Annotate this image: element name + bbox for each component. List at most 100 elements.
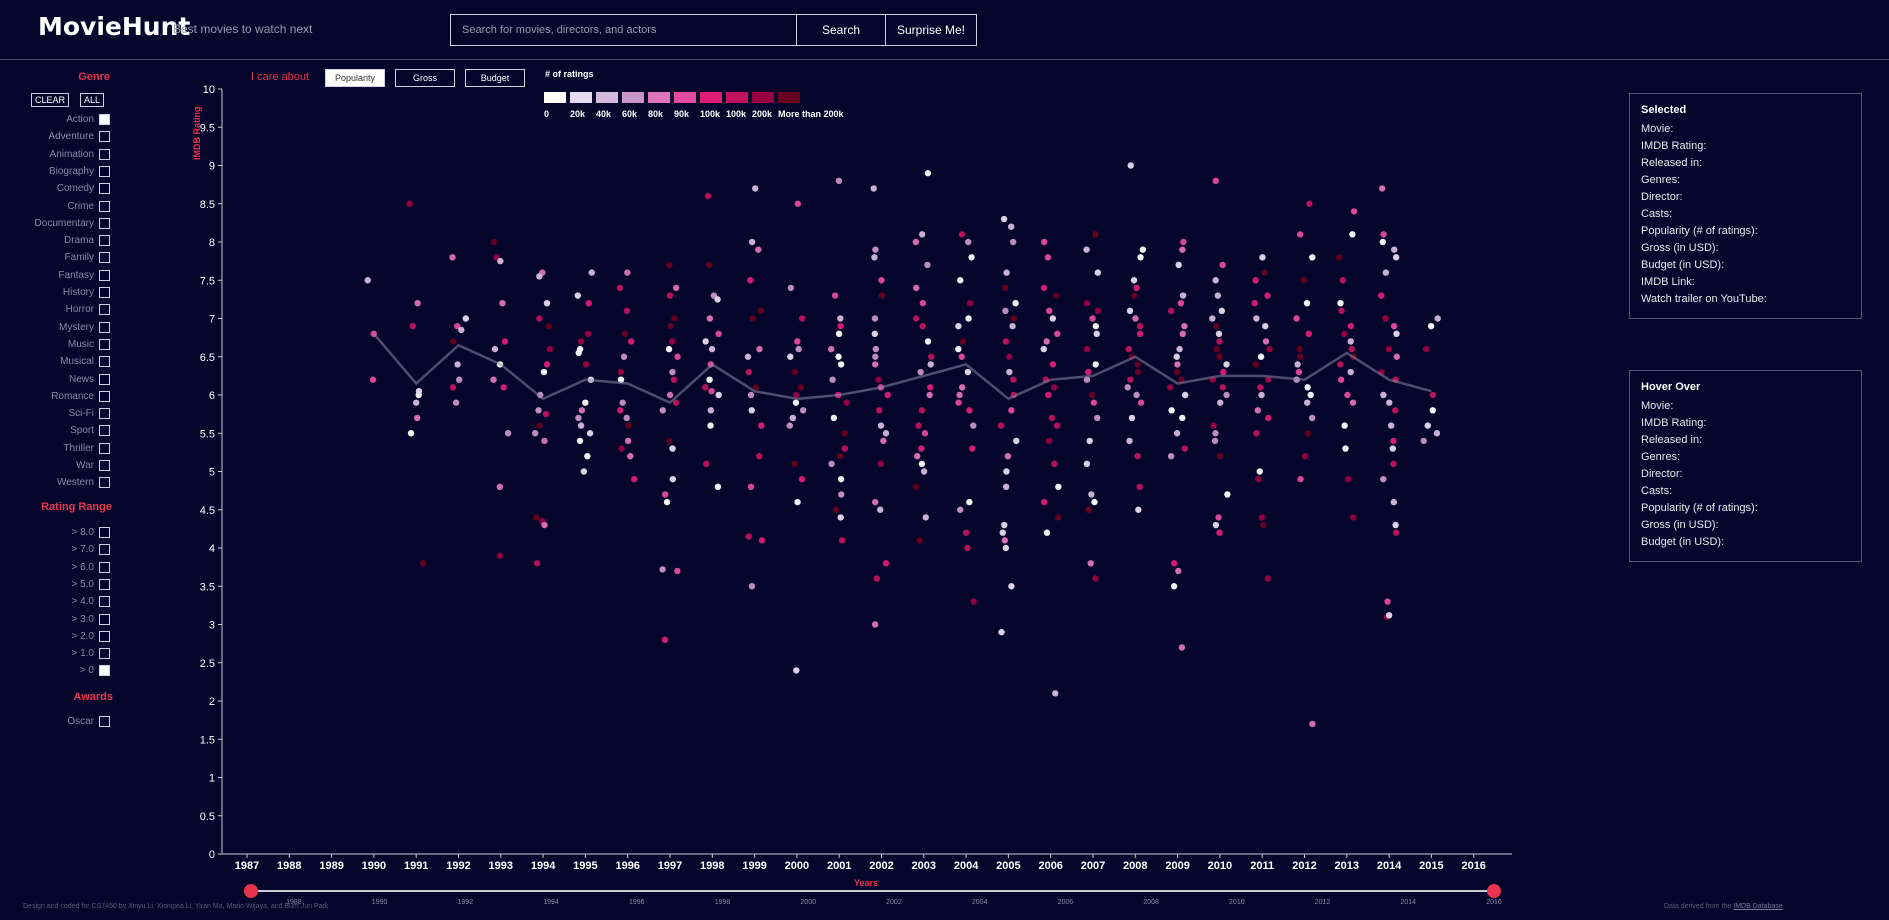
movie-point[interactable] (1265, 414, 1272, 422)
movie-point[interactable] (541, 521, 548, 529)
movie-point[interactable] (504, 430, 512, 437)
award-checkbox[interactable] (99, 716, 110, 727)
movie-point[interactable] (1085, 368, 1092, 376)
movie-point[interactable] (964, 368, 972, 376)
movie-point[interactable] (1390, 498, 1398, 506)
rating-option[interactable]: > 4.0 (0, 593, 110, 610)
rating-checkbox[interactable] (99, 561, 110, 573)
movie-point[interactable] (543, 300, 551, 307)
movie-point[interactable] (918, 445, 925, 452)
movie-point[interactable] (706, 315, 714, 322)
movie-point[interactable] (966, 498, 973, 506)
movie-point[interactable] (748, 238, 756, 246)
genre-checkbox[interactable] (99, 442, 110, 454)
movie-point[interactable] (621, 330, 629, 337)
movie-point[interactable] (617, 376, 625, 383)
movie-point[interactable] (756, 345, 763, 353)
rating-checkbox[interactable] (99, 665, 110, 677)
movie-point[interactable] (1212, 177, 1219, 184)
genre-checkbox[interactable] (99, 269, 110, 281)
movie-point[interactable] (1086, 437, 1093, 445)
movie-point[interactable] (535, 407, 542, 414)
movie-point[interactable] (674, 353, 681, 360)
movie-point[interactable] (1088, 391, 1096, 399)
movie-point[interactable] (1390, 437, 1397, 445)
movie-point[interactable] (1300, 277, 1308, 284)
movie-point[interactable] (1382, 315, 1389, 322)
movie-point[interactable] (1215, 514, 1222, 521)
movie-point[interactable] (536, 315, 543, 322)
movie-point[interactable] (831, 292, 839, 299)
imdb-database-link[interactable]: IMDB Database (1733, 903, 1783, 910)
popularity-toggle[interactable]: Popularity (325, 69, 385, 87)
rating-checkbox[interactable] (99, 613, 110, 625)
movie-point[interactable] (1179, 330, 1186, 337)
genre-checkbox[interactable] (99, 390, 110, 402)
rating-checkbox[interactable] (99, 648, 110, 660)
movie-point[interactable] (627, 338, 635, 345)
movie-point[interactable] (871, 315, 879, 322)
genre-option[interactable]: Western (0, 474, 110, 491)
rating-checkbox[interactable] (99, 578, 110, 590)
movie-point[interactable] (617, 368, 625, 376)
movie-point[interactable] (1348, 345, 1355, 353)
movie-point[interactable] (970, 598, 977, 605)
movie-point[interactable] (1213, 345, 1220, 353)
movie-point[interactable] (1347, 338, 1354, 345)
movie-point[interactable] (533, 560, 541, 567)
movie-point[interactable] (1209, 315, 1216, 322)
genre-checkbox[interactable] (99, 356, 110, 368)
movie-point[interactable] (545, 322, 553, 330)
movie-point[interactable] (924, 261, 931, 269)
movie-point[interactable] (454, 361, 461, 368)
movie-point[interactable] (922, 514, 929, 521)
movie-point[interactable] (928, 353, 935, 360)
movie-point[interactable] (1124, 384, 1131, 391)
movie-point[interactable] (1259, 254, 1266, 261)
movie-point[interactable] (792, 399, 800, 406)
movie-point[interactable] (616, 284, 624, 292)
movie-point[interactable] (919, 300, 927, 307)
award-option[interactable]: Oscar (0, 713, 110, 730)
movie-point[interactable] (955, 399, 962, 406)
movie-point[interactable] (1424, 422, 1431, 429)
movie-point[interactable] (958, 384, 966, 391)
movie-point[interactable] (880, 437, 887, 445)
movie-point[interactable] (919, 322, 926, 330)
movie-point[interactable] (659, 407, 667, 414)
movie-point[interactable] (1303, 399, 1311, 406)
movie-point[interactable] (708, 387, 715, 395)
movie-point[interactable] (837, 315, 844, 322)
movie-point[interactable] (882, 560, 890, 567)
movie-point[interactable] (619, 399, 626, 406)
movie-point[interactable] (837, 361, 845, 368)
movie-point[interactable] (1219, 384, 1226, 391)
movie-point[interactable] (1392, 529, 1400, 536)
movie-point[interactable] (793, 667, 800, 674)
movie-point[interactable] (1212, 430, 1219, 437)
movie-point[interactable] (791, 460, 798, 468)
movie-point[interactable] (714, 296, 721, 303)
movie-point[interactable] (791, 368, 799, 376)
movie-point[interactable] (955, 345, 962, 353)
movie-point[interactable] (1382, 269, 1390, 276)
movie-point[interactable] (1179, 414, 1186, 422)
movie-point[interactable] (1213, 322, 1220, 330)
movie-point[interactable] (841, 430, 848, 437)
movie-point[interactable] (1050, 384, 1058, 391)
movie-point[interactable] (956, 391, 963, 399)
movie-point[interactable] (1134, 368, 1142, 376)
movie-point[interactable] (674, 567, 681, 575)
rating-option[interactable]: > 5.0 (0, 576, 110, 593)
movie-point[interactable] (1009, 322, 1016, 330)
movie-point[interactable] (1006, 368, 1013, 376)
movie-point[interactable] (462, 315, 469, 322)
movie-point[interactable] (799, 407, 807, 414)
movie-point[interactable] (415, 387, 423, 395)
movie-point[interactable] (835, 353, 842, 360)
genre-checkbox[interactable] (99, 235, 110, 247)
movie-point[interactable] (1051, 460, 1058, 468)
movie-point[interactable] (616, 407, 624, 414)
movie-point[interactable] (843, 399, 850, 406)
movie-point[interactable] (912, 315, 920, 322)
